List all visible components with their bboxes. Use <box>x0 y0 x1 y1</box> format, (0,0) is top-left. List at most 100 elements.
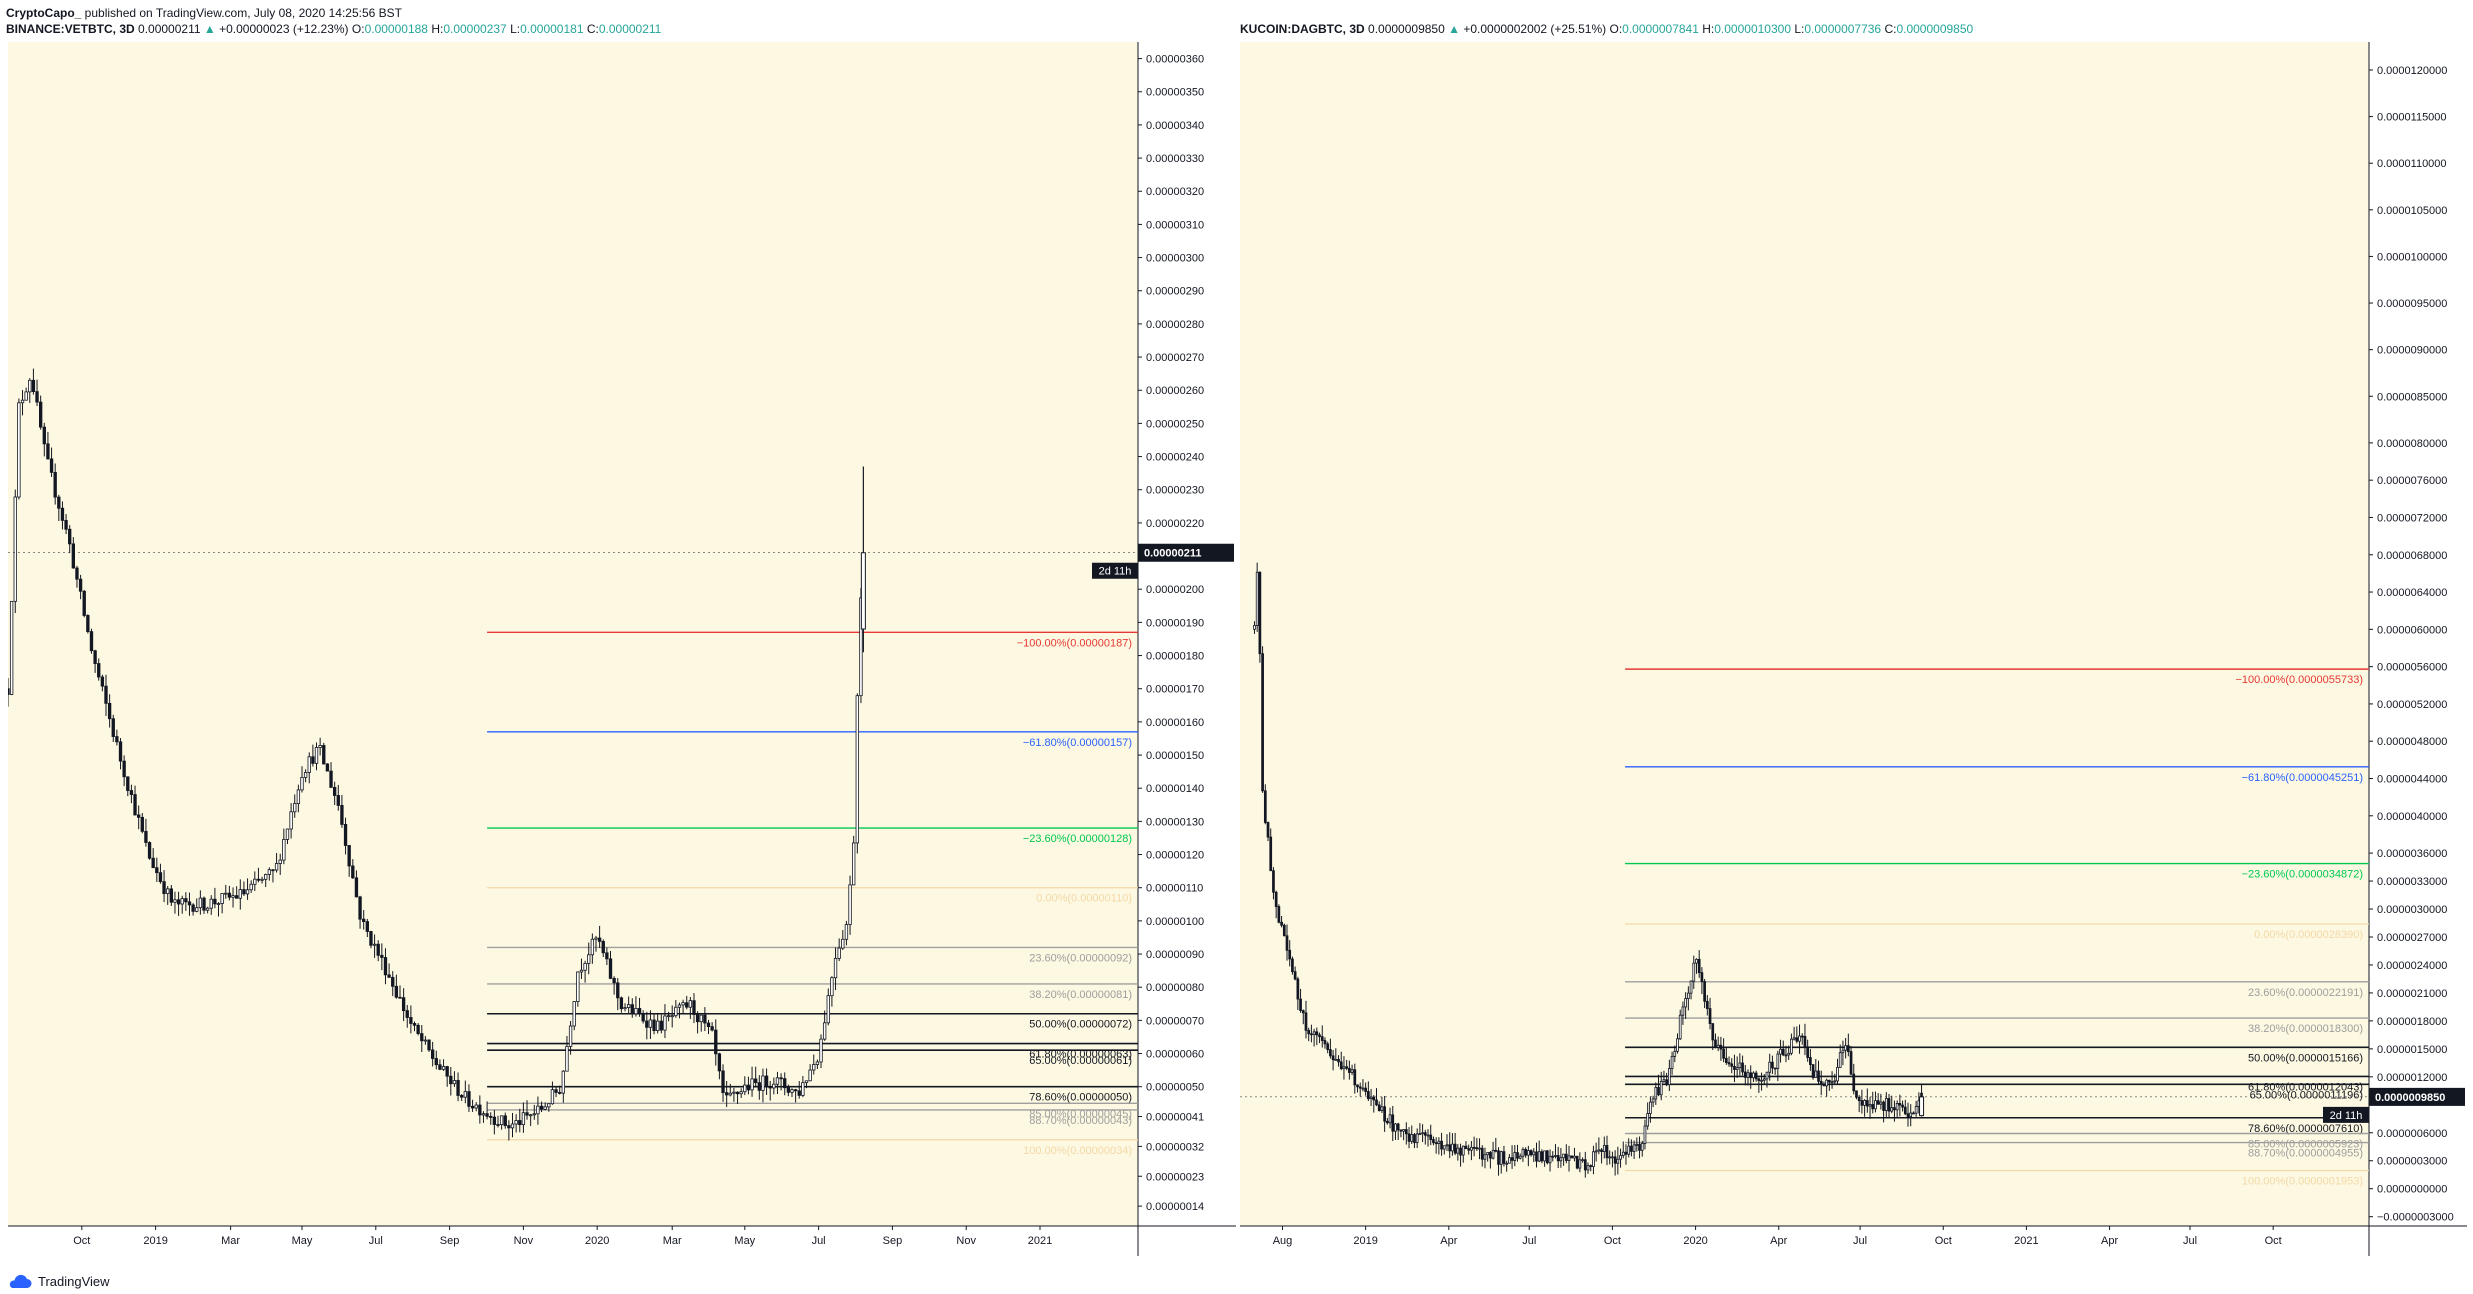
symbol-name[interactable]: BINANCE:VETBTC, 3D <box>6 22 135 36</box>
candle-body <box>1790 1038 1793 1054</box>
candle-body <box>1616 1158 1620 1164</box>
candle-body <box>699 1014 703 1023</box>
candle-body <box>1871 1104 1875 1110</box>
candle-body <box>1895 1103 1899 1111</box>
low-label: L: <box>510 22 521 36</box>
candle-body <box>213 898 217 905</box>
candle-body <box>1540 1151 1544 1162</box>
y-tick-label: 0.0000064000 <box>2377 587 2447 599</box>
fib-level-label: 50.00%(0.0000015166) <box>2248 1052 2363 1064</box>
chart-panel-dagbtc[interactable]: 0.0000120000 0.0000115000 0.0000110000 0.00… <box>1240 42 2467 1256</box>
candle-body <box>434 1058 438 1066</box>
candle-body <box>53 471 57 498</box>
candle-body <box>42 426 46 445</box>
candle-body <box>1749 1072 1753 1079</box>
candle-body <box>205 907 210 911</box>
candle-body <box>790 1089 794 1093</box>
candle-body <box>245 889 250 895</box>
candle-body <box>1898 1103 1902 1106</box>
candle-body <box>677 1004 682 1008</box>
candle-body <box>1255 571 1259 626</box>
candle-body <box>75 567 79 580</box>
candle-body <box>852 842 856 886</box>
candle-body <box>474 1104 478 1109</box>
y-tick-label: 0.0000052000 <box>2377 699 2447 711</box>
candle-body <box>467 1091 471 1107</box>
candle-body <box>401 997 406 1012</box>
candle-body <box>1421 1132 1424 1135</box>
candle-body <box>1353 1069 1357 1086</box>
fib-level-label: 61.80%(0.00000063) <box>1029 1049 1132 1061</box>
chart-svg-vetbtc[interactable]: 0.00000360 0.00000350 0.00000340 0.00000330… <box>8 42 1236 1256</box>
candle-body <box>481 1113 486 1116</box>
fib-level-label: −100.00%(0.0000055733) <box>2235 674 2363 686</box>
candle-body <box>133 794 137 816</box>
price-change: +0.00000023 (+12.23%) <box>219 22 349 36</box>
candle-body <box>605 952 609 960</box>
y-tick-label: 0.00000170 <box>1146 684 1204 696</box>
candle-body <box>93 650 97 664</box>
candle-body <box>1323 1040 1327 1045</box>
candle-body <box>38 401 43 428</box>
y-tick-label: 0.00000120 <box>1146 850 1204 862</box>
symbol-name[interactable]: KUCOIN:DAGBTC, 3D <box>1240 22 1365 36</box>
candle-body <box>129 790 134 795</box>
candle-body <box>815 1061 820 1065</box>
candle-body <box>1673 1050 1677 1057</box>
candle-body <box>1852 1073 1856 1092</box>
candle-body <box>282 839 286 861</box>
x-tick-label: Oct <box>73 1235 90 1247</box>
countdown-label: 2d 11h <box>1099 566 1132 578</box>
price-axis <box>1138 42 1236 1256</box>
candle-body <box>1613 1156 1617 1164</box>
tradingview-footer[interactable]: TradingView <box>6 1272 110 1290</box>
candle-body <box>775 1077 780 1085</box>
y-tick-label: 0.0000060000 <box>2377 624 2447 636</box>
chart-panel-vetbtc[interactable]: 0.00000360 0.00000350 0.00000340 0.00000330… <box>8 42 1236 1256</box>
candle-body <box>1497 1150 1500 1165</box>
candle-body <box>1453 1143 1457 1154</box>
candle-body <box>1649 1101 1652 1114</box>
y-tick-label: 0.0000003000 <box>2377 1156 2447 1168</box>
candle-body <box>1456 1147 1460 1154</box>
chart-svg-dagbtc[interactable]: 0.0000120000 0.0000115000 0.0000110000 0.00… <box>1240 42 2467 1256</box>
candle-body <box>60 507 65 521</box>
candle-body <box>264 874 268 880</box>
candle-body <box>822 1022 827 1040</box>
candle-body <box>1583 1159 1587 1171</box>
candle-body <box>1863 1100 1866 1106</box>
candle-body <box>1545 1150 1549 1164</box>
price-badge-label: 0.0000009850 <box>2375 1092 2445 1104</box>
candle-body <box>1884 1098 1888 1111</box>
candle-body <box>1684 998 1687 1008</box>
x-tick-label: Jul <box>1522 1235 1536 1247</box>
candle-body <box>634 1008 638 1015</box>
candle-body <box>289 811 293 830</box>
author-name[interactable]: CryptoCapo_ <box>6 6 82 20</box>
x-tick-label: Jul <box>1853 1235 1867 1247</box>
candle-body <box>176 899 181 905</box>
candle-body <box>31 379 36 393</box>
candle-body <box>430 1049 435 1059</box>
candle-body <box>1735 1067 1739 1070</box>
open-label: O: <box>351 22 365 36</box>
candle-body <box>554 1089 558 1093</box>
fib-level-label: 85.00%(0.00000045) <box>1029 1108 1132 1120</box>
candle-body <box>1280 921 1283 926</box>
candle-body <box>1375 1099 1378 1106</box>
candle-body <box>579 969 584 973</box>
candle-body <box>1423 1132 1427 1136</box>
candle-body <box>1342 1066 1346 1070</box>
candle-body <box>1432 1139 1435 1144</box>
candle-body <box>703 1014 707 1024</box>
fib-level-label: 100.00%(0.00000034) <box>1023 1145 1132 1157</box>
y-tick-label: 0.0000021000 <box>2377 988 2447 1000</box>
candle-body <box>645 1020 649 1028</box>
candle-body <box>656 1020 660 1032</box>
candle-body <box>1372 1096 1376 1101</box>
candle-body <box>1413 1134 1416 1144</box>
y-tick-label: 0.0000056000 <box>2377 662 2447 674</box>
candle-body <box>1846 1045 1850 1052</box>
candle-body <box>1887 1098 1891 1112</box>
candle-body <box>358 896 362 920</box>
